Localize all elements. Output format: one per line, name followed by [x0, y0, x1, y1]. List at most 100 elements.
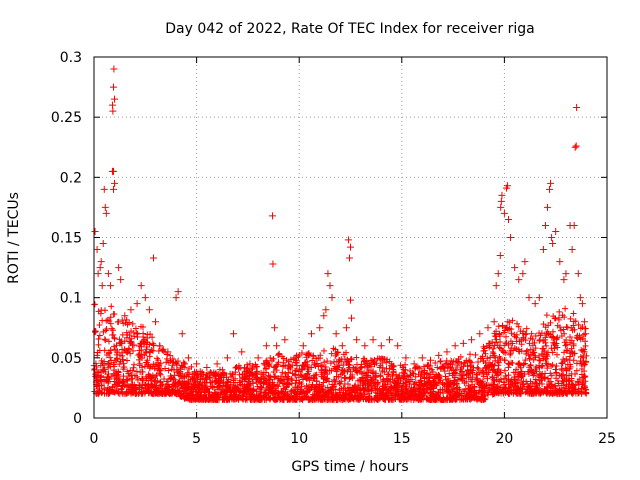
data-point — [253, 374, 260, 381]
data-point — [505, 372, 512, 379]
data-point — [435, 351, 443, 359]
data-point — [383, 386, 390, 393]
data-point — [241, 364, 248, 371]
data-point — [188, 363, 195, 370]
data-point — [542, 339, 549, 346]
data-point — [578, 360, 585, 367]
data-point — [505, 215, 513, 223]
data-point — [509, 317, 516, 324]
data-point — [493, 328, 500, 335]
data-point — [567, 339, 574, 346]
data-point — [575, 389, 582, 396]
data-point — [360, 386, 367, 393]
data-point — [341, 395, 348, 402]
x-axis-label: GPS time / hours — [291, 459, 408, 475]
data-point — [214, 386, 221, 393]
data-point — [320, 347, 327, 354]
data-point — [143, 349, 150, 356]
data-point — [435, 389, 442, 396]
data-point — [439, 396, 446, 403]
data-point — [217, 390, 224, 397]
data-point — [496, 330, 503, 337]
data-point — [454, 362, 461, 369]
data-point — [105, 338, 112, 345]
data-point — [262, 342, 270, 350]
data-point — [476, 330, 484, 338]
data-point — [504, 324, 511, 331]
data-point — [363, 358, 370, 365]
data-point — [139, 355, 146, 362]
data-point — [167, 389, 174, 396]
data-point — [167, 357, 174, 364]
data-point — [570, 357, 577, 364]
data-point — [159, 347, 166, 354]
data-point — [355, 377, 362, 384]
data-point — [219, 366, 226, 373]
data-point — [348, 387, 355, 394]
data-point — [564, 324, 571, 331]
data-point — [548, 234, 556, 241]
data-point — [186, 391, 193, 398]
data-point — [265, 380, 272, 387]
data-point — [341, 375, 348, 382]
data-point — [561, 349, 568, 356]
data-point — [225, 376, 232, 383]
data-point — [544, 383, 551, 390]
data-point — [557, 327, 564, 334]
data-point — [130, 361, 137, 368]
data-point — [310, 375, 317, 382]
data-point — [92, 328, 99, 335]
data-point — [97, 362, 104, 369]
data-point — [317, 352, 324, 359]
data-point — [561, 330, 568, 337]
data-point — [133, 368, 140, 375]
data-point — [342, 392, 349, 399]
data-point — [502, 372, 509, 379]
data-point — [553, 375, 560, 382]
data-point — [218, 387, 225, 394]
data-point — [519, 381, 526, 388]
data-point — [183, 394, 190, 401]
data-point — [133, 300, 141, 308]
data-point — [185, 378, 192, 385]
data-point — [522, 357, 529, 364]
data-point — [410, 370, 417, 377]
data-point — [287, 365, 294, 372]
data-point — [296, 366, 303, 373]
data-point — [109, 185, 117, 193]
data-point — [134, 377, 141, 384]
data-point — [549, 390, 556, 397]
data-point — [338, 356, 345, 363]
data-point — [293, 377, 300, 384]
data-point — [400, 383, 407, 390]
data-point — [565, 388, 572, 395]
data-point — [368, 387, 375, 394]
data-point — [91, 301, 98, 308]
data-point — [482, 350, 489, 357]
data-point — [99, 240, 107, 248]
data-point — [570, 322, 577, 329]
data-point — [98, 382, 105, 389]
data-point — [544, 365, 551, 372]
data-point — [125, 370, 132, 377]
data-point — [338, 385, 345, 392]
data-point — [126, 346, 133, 353]
data-point — [552, 227, 560, 235]
data-point — [214, 396, 221, 403]
data-point — [423, 396, 430, 403]
data-point — [580, 318, 588, 326]
data-point — [279, 369, 286, 376]
data-point — [532, 345, 539, 352]
data-point — [385, 375, 392, 382]
data-point — [559, 312, 566, 319]
data-point — [117, 340, 124, 347]
data-point — [477, 377, 484, 384]
data-point — [491, 362, 498, 369]
data-point — [101, 336, 108, 343]
data-point — [279, 353, 286, 360]
data-point — [299, 362, 306, 369]
data-point — [484, 355, 491, 362]
data-point — [125, 390, 132, 397]
data-point — [184, 369, 191, 376]
data-point — [154, 377, 161, 384]
